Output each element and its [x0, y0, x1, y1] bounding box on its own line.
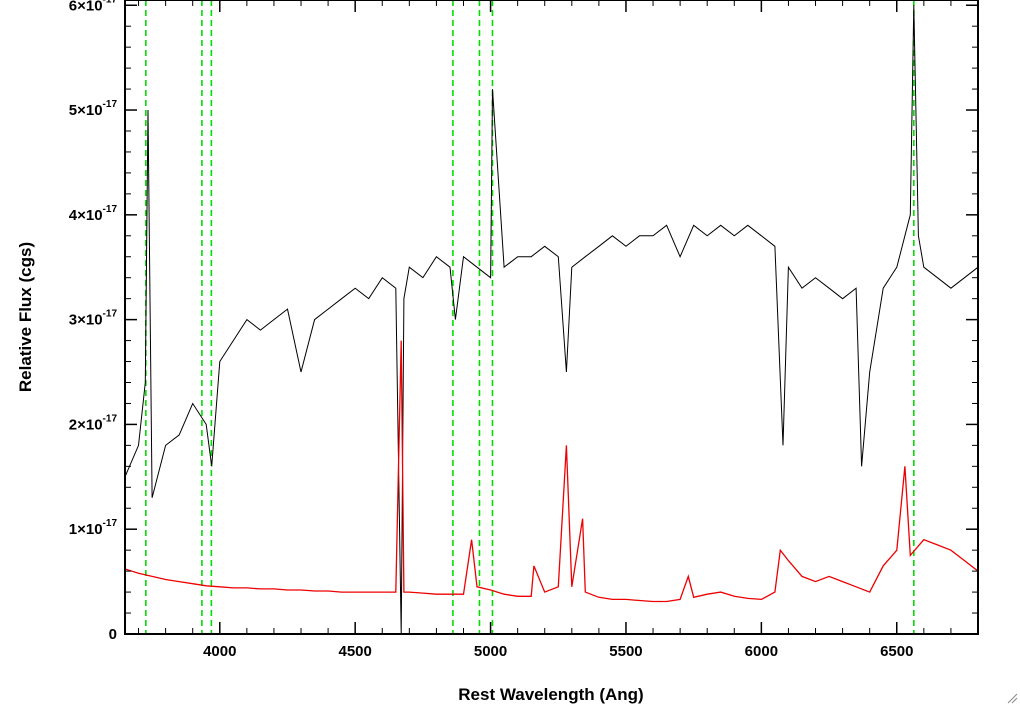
x-tick-label: 6500: [880, 643, 913, 660]
y-tick-label: 3×10-17: [69, 309, 118, 329]
flux-series-line: [125, 5, 978, 634]
y-tick-label: 6×10-17: [69, 0, 118, 14]
resize-grip-icon[interactable]: [1006, 692, 1018, 704]
y-tick-label: 2×10-17: [69, 413, 118, 433]
x-axis-label: Rest Wavelength (Ang): [458, 685, 643, 704]
reference-lines: [145, 0, 915, 634]
y-tick-label: 1×10-17: [69, 518, 118, 538]
series-layer: [125, 5, 978, 634]
x-tick-label: 6000: [745, 643, 778, 660]
x-tick-label: 5000: [474, 643, 507, 660]
y-tick-label: 0: [109, 626, 117, 643]
y-axis-ticks: 0 1×10-17 2×10-17 3×10-17 4×10-17 5×10-17 6×10…: [69, 0, 978, 643]
y-axis-label: Relative Flux (cgs): [16, 242, 35, 392]
x-axis-ticks: 4000 4500 5000 5500 6000 6500: [138, 0, 979, 660]
x-tick-label: 4000: [203, 643, 236, 660]
plot-area: [125, 0, 978, 634]
plot-frame: [124, 0, 979, 635]
y-tick-label: 4×10-17: [69, 204, 118, 224]
x-tick-label: 5500: [609, 643, 642, 660]
x-tick-label: 4500: [338, 643, 371, 660]
error-series-line: [125, 340, 978, 603]
y-tick-label: 5×10-17: [69, 99, 118, 119]
axes-box: [124, 0, 979, 635]
